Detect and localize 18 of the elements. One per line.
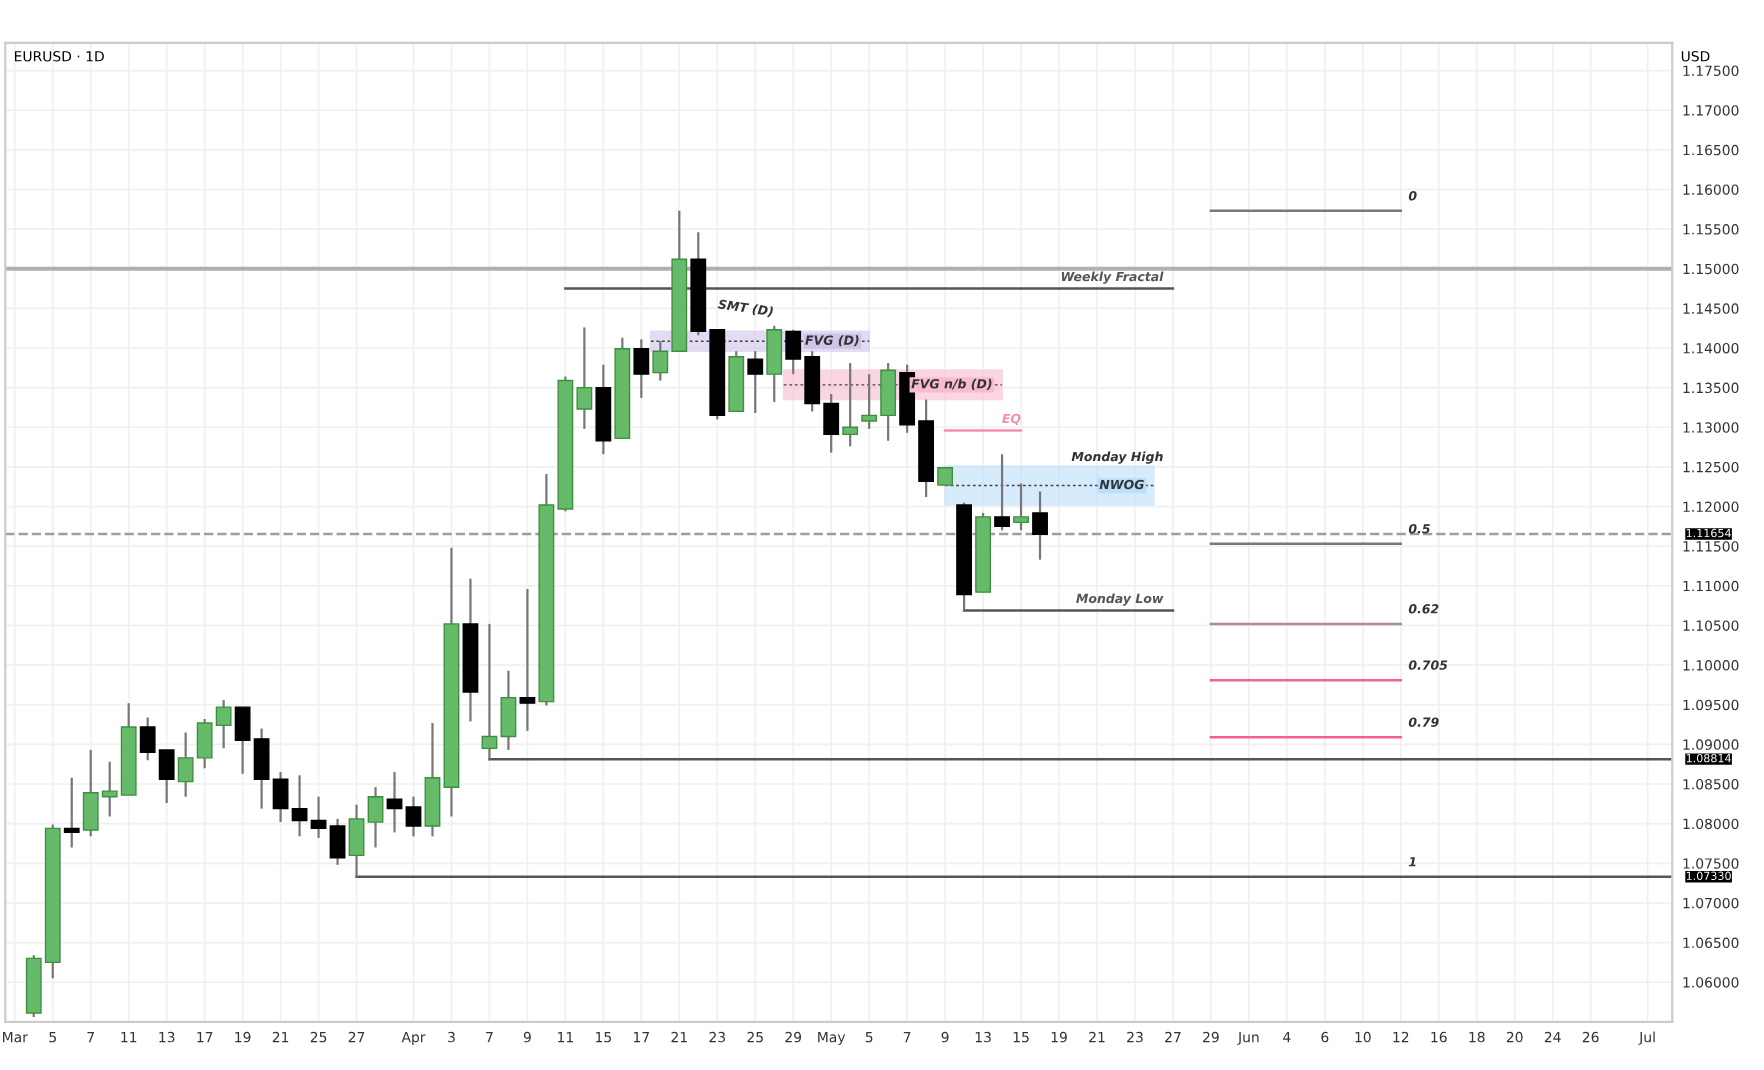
candlestick <box>291 774 308 838</box>
candlestick <box>481 622 498 761</box>
candlestick <box>842 361 859 448</box>
candlestick <box>1013 482 1029 532</box>
candlestick <box>994 453 1010 532</box>
candlestick <box>329 817 346 866</box>
candlestick <box>500 669 517 752</box>
candlestick <box>367 786 384 849</box>
candlestick <box>519 587 536 733</box>
candlestick <box>310 795 327 840</box>
candlestick <box>1032 490 1048 561</box>
candlestick <box>633 338 650 400</box>
candlestick <box>63 776 80 849</box>
candlestick <box>766 324 783 404</box>
candlestick <box>348 803 365 878</box>
candlestick <box>747 350 764 415</box>
candlestick <box>386 771 403 834</box>
candlestick <box>405 795 422 838</box>
